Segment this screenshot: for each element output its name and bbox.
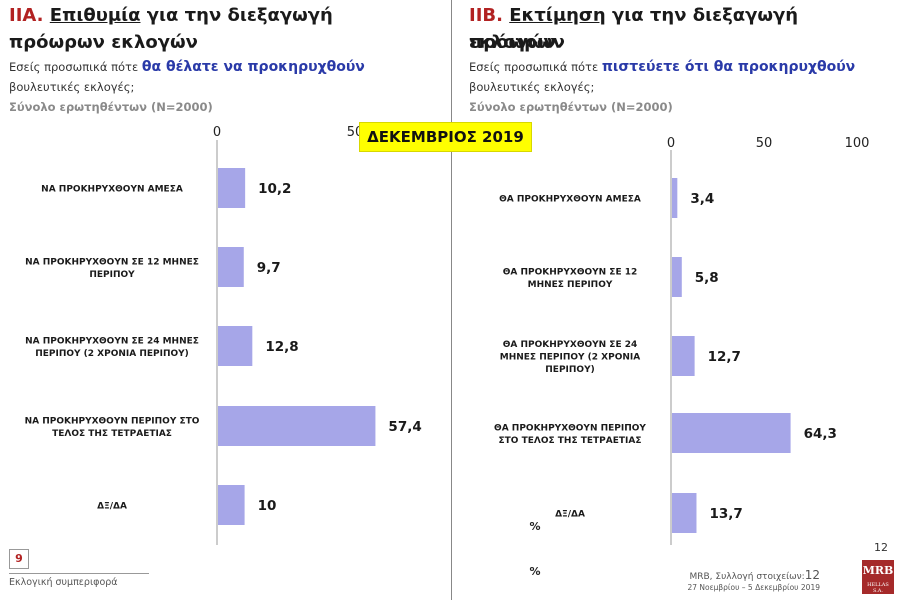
right-title: IIB. Εκτίμηση για την διεξαγωγή πρόωρων — [469, 2, 900, 56]
right-category-label: ΔΞ/ΔΑ — [555, 510, 585, 520]
left-value-label: 12,8 — [265, 339, 298, 355]
left-value-label: 10,2 — [258, 181, 291, 197]
left-title-underlined: Επιθυμία — [49, 5, 141, 26]
footer-dates: 27 Νοεμβρίου – 5 Δεκεμβρίου 2019 — [687, 583, 820, 592]
right-title-rest: για την διεξαγωγή πρόωρων — [469, 5, 799, 53]
right-bar — [672, 257, 682, 297]
right-value-label: 3,4 — [690, 191, 714, 207]
left-title-rest: για την διεξαγωγή — [140, 5, 333, 26]
left-question-prefix: Εσείς προσωπικά πότε — [9, 60, 142, 74]
right-category-label: ΘΑ ΠΡΟΚΗΡΥΧΘΟΥΝ ΣΕ 12 — [503, 267, 638, 277]
right-unit-mark: % — [529, 520, 540, 533]
left-category-label: ΠΕΡΙΠΟΥ — [89, 270, 135, 280]
mrb-logo-sub: HELLAS S.A. — [867, 582, 889, 594]
left-title: IIA. Επιθυμία για την διεξαγωγή — [9, 2, 333, 29]
right-category-label: ΜΗΝΕΣ ΠΕΡΙΠΟΥ (2 ΧΡΟΝΙΑ — [500, 353, 640, 363]
panel-divider — [451, 0, 452, 600]
left-category-label: ΝΑ ΠΡΟΚΗΡΥΧΘΟΥΝ ΣΕ 12 ΜΗΝΕΣ — [25, 257, 199, 267]
right-tick-label: 0 — [667, 136, 675, 151]
right-value-label: 64,3 — [804, 426, 837, 442]
left-bar — [218, 247, 244, 287]
right-tick-label: 50 — [756, 136, 773, 151]
right-category-label: ΣΤΟ ΤΕΛΟΣ ΤΗΣ ΤΕΤΡΑΕΤΙΑΣ — [499, 436, 642, 446]
right-question-prefix: Εσείς προσωπικά πότε — [469, 60, 602, 74]
right-chart: 0 50 100 3,4 ΘΑ ΠΡΟΚΗΡΥΧΘΟΥΝ ΑΜΕΣΑ 5,8 ΘΑ ΠΡΟΚ… — [494, 136, 869, 578]
left-category-label: ΤΕΛΟΣ ΤΗΣ ΤΕΤΡΑΕΤΙΑΣ — [52, 429, 172, 439]
right-category-label: ΠΕΡΙΠΟΥ) — [545, 365, 594, 375]
right-bar — [672, 413, 791, 453]
right-value-label: 12,7 — [708, 349, 741, 365]
left-category-label: ΝΑ ΠΡΟΚΗΡΥΧΘΟΥΝ ΠΕΡΙΠΟΥ ΣΤΟ — [25, 416, 200, 426]
left-question-line2: βουλευτικές εκλογές; — [9, 80, 135, 94]
left-bar — [218, 326, 253, 366]
left-bar — [218, 406, 376, 446]
right-question-line2: βουλευτικές εκλογές; — [469, 80, 595, 94]
left-category-label: ΔΞ/ΔΑ — [97, 502, 127, 512]
left-bar — [218, 168, 246, 208]
right-tick-label: 100 — [845, 136, 870, 151]
footer-section: Εκλογική συμπεριφορά — [9, 577, 118, 588]
right-category-label: ΘΑ ΠΡΟΚΗΡΥΧΘΟΥΝ ΑΜΕΣΑ — [499, 195, 641, 205]
right-question: Εσείς προσωπικά πότε πιστεύετε ότι θα πρ… — [469, 57, 855, 77]
right-value-label: 5,8 — [695, 270, 719, 286]
left-base: Σύνολο ερωτηθέντων (N=2000) — [9, 100, 213, 114]
right-title-line2: εκλογών — [469, 32, 556, 53]
footer-source: MRB, Συλλογή στοιχείων:12 — [650, 568, 820, 582]
mrb-logo-main: MRB — [862, 564, 894, 577]
left-title-code: IIA. — [9, 5, 44, 26]
left-question: Εσείς προσωπικά πότε θα θέλατε να προκηρ… — [9, 57, 365, 77]
left-tick-label: 0 — [213, 125, 221, 140]
right-question-highlight: πιστεύετε ότι θα προκηρυχθούν — [601, 59, 856, 75]
left-category-label: ΝΑ ΠΡΟΚΗΡΥΧΘΟΥΝ ΣΕ 24 ΜΗΝΕΣ — [25, 336, 199, 346]
right-title-code: IIB. — [469, 5, 503, 26]
right-base: Σύνολο ερωτηθέντων (N=2000) — [469, 100, 673, 114]
footer-page-number: 12 — [874, 541, 888, 554]
footer-source-page: 12 — [804, 568, 820, 582]
right-category-label: ΜΗΝΕΣ ΠΕΡΙΠΟΥ — [528, 280, 613, 290]
right-unit-mark: % — [529, 565, 540, 578]
right-bar — [672, 493, 697, 533]
footer-source-prefix: MRB, Συλλογή στοιχείων: — [689, 572, 805, 582]
right-value-label: 13,7 — [709, 506, 742, 522]
right-title-underlined: Εκτίμηση — [509, 5, 606, 26]
mrb-logo: MRB HELLAS S.A. — [862, 560, 894, 594]
left-value-label: 9,7 — [257, 260, 281, 276]
right-category-label: ΘΑ ΠΡΟΚΗΡΥΧΘΟΥΝ ΠΕΡΙΠΟΥ — [494, 423, 646, 433]
right-category-label: ΘΑ ΠΡΟΚΗΡΥΧΘΟΥΝ ΣΕ 24 — [503, 340, 638, 350]
footer-rule — [9, 573, 149, 574]
left-bar — [218, 485, 245, 525]
left-category-label: ΠΕΡΙΠΟΥ (2 ΧΡΟΝΙΑ ΠΕΡΙΠΟΥ) — [35, 349, 189, 359]
right-bar — [672, 336, 695, 376]
left-title-line2: πρόωρων εκλογών — [9, 32, 198, 53]
date-badge: ΔΕΚΕΜΒΡΙΟΣ 2019 — [359, 122, 532, 152]
footer-page-box: 9 — [9, 549, 29, 569]
right-bar — [672, 178, 678, 218]
left-category-label: ΝΑ ΠΡΟΚΗΡΥΧΘΟΥΝ ΑΜΕΣΑ — [41, 185, 183, 195]
left-value-label: 10 — [258, 498, 277, 514]
left-value-label: 57,4 — [388, 419, 421, 435]
left-question-highlight: θα θέλατε να προκηρυχθούν — [141, 59, 365, 75]
